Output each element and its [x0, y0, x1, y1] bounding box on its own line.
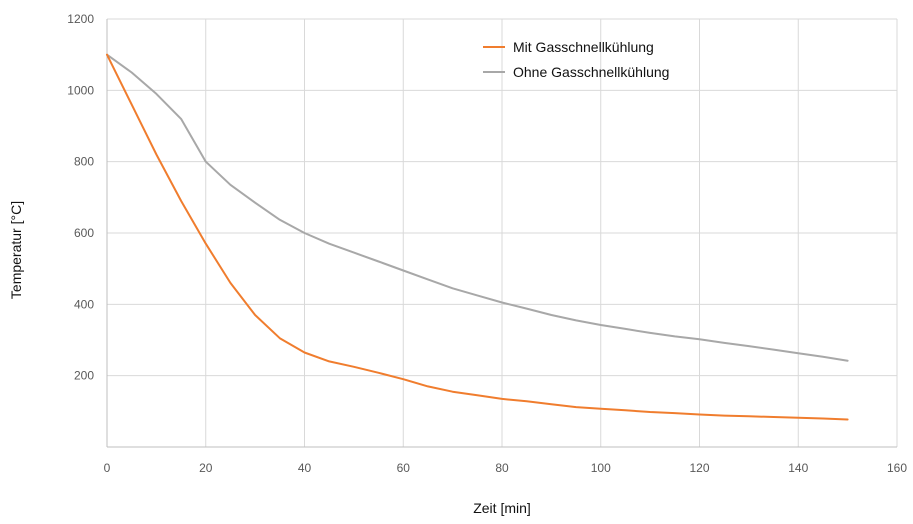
x-tick-label: 40 [298, 461, 312, 475]
legend: Mit Gasschnellkühlung Ohne Gasschnellkühl… [483, 39, 669, 80]
series-line [106, 53, 849, 362]
x-tick-label: 100 [591, 461, 611, 475]
x-axis-label: Zeit [min] [473, 500, 531, 516]
legend-label: Ohne Gasschnellkühlung [513, 64, 669, 80]
x-tick-label: 120 [689, 461, 709, 475]
y-tick-label: 800 [74, 155, 94, 169]
y-tick-label: 1200 [67, 12, 94, 26]
x-tick-label: 160 [887, 461, 907, 475]
tick-labels: 0 20 40 60 80 100 120 140 160 200 400 600 800 1000 120… [67, 12, 907, 475]
x-tick-label: 80 [495, 461, 509, 475]
x-tick-label: 140 [788, 461, 808, 475]
y-tick-label: 600 [74, 226, 94, 240]
x-tick-label: 20 [199, 461, 213, 475]
axes [106, 19, 897, 448]
y-tick-label: 200 [74, 369, 94, 383]
y-tick-label: 400 [74, 297, 94, 311]
grid [107, 18, 898, 447]
x-tick-label: 60 [397, 461, 411, 475]
y-axis-label: Temperatur [°C] [8, 200, 24, 300]
x-tick-label: 0 [104, 461, 111, 475]
y-tick-label: 1000 [67, 83, 94, 97]
series-line [106, 53, 849, 421]
legend-label: Mit Gasschnellkühlung [513, 39, 654, 55]
series [106, 53, 849, 421]
